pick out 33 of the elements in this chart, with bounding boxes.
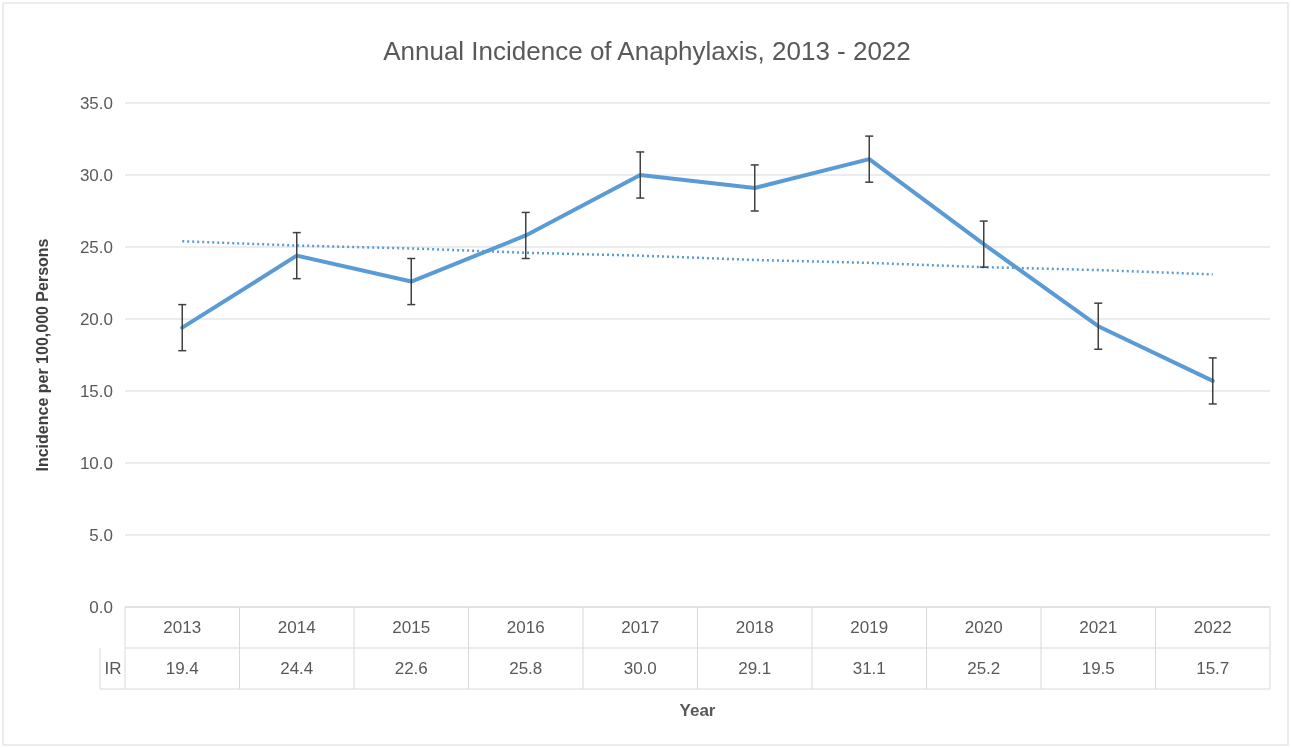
y-tick-label: 15.0 [79,381,113,401]
chart-title: Annual Incidence of Anaphylaxis, 2013 - 2022 [383,36,911,66]
x-tick-label: 2013 [163,618,202,638]
data-label: 15.7 [1196,659,1230,679]
text: IR [104,659,122,679]
y-tick-label: 20.0 [79,309,113,329]
y-tick-label: 10.0 [79,453,113,473]
x-tick-label: 2021 [1079,618,1118,638]
x-tick-label: 2020 [964,618,1003,638]
x-tick-label: 2015 [392,618,431,638]
y-tick-label: 0.0 [89,597,113,617]
data-label: 25.8 [509,659,543,679]
y-tick-label: 35.0 [79,93,113,113]
data-label: 19.4 [165,659,199,679]
y-tick-label: 5.0 [89,525,113,545]
x-tick-label: 2014 [277,618,316,638]
x-tick-label: 2016 [506,618,545,638]
x-axis-title: Year [679,701,716,720]
x-tick-label: 2019 [850,618,889,638]
data-label: 24.4 [280,659,314,679]
data-label: 30.0 [623,659,657,679]
line-series [180,157,1215,383]
y-axis-title: Incidence per 100,000 Persons [34,238,51,472]
y-tick-label: 30.0 [79,165,113,185]
data-label: 29.1 [738,659,772,679]
y-tick-label: 25.0 [79,237,113,257]
x-tick-label: 2017 [621,618,660,638]
data-label: 19.5 [1081,659,1115,679]
x-tick-label: 2018 [735,618,774,638]
data-label: 25.2 [967,659,1001,679]
data-label: 31.1 [852,659,886,679]
data-label: 22.6 [394,659,428,679]
x-tick-label: 2022 [1193,618,1232,638]
